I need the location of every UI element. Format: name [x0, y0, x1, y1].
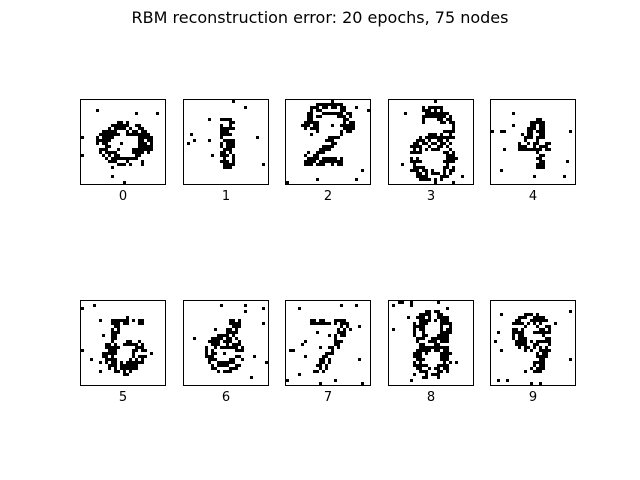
reconstruction-image-0 — [81, 109, 159, 184]
reconstruction-image-3 — [401, 100, 464, 184]
reconstruction-image-9 — [494, 310, 572, 385]
panel-label-8: 8 — [426, 390, 436, 405]
reconstruction-image-4 — [491, 112, 572, 178]
panel-label-0: 0 — [118, 189, 128, 204]
digit-panel-1 — [183, 99, 269, 185]
panel-label-2: 2 — [323, 189, 333, 204]
reconstruction-image-5 — [81, 304, 153, 376]
reconstruction-image-7 — [286, 304, 364, 385]
digit-panel-6 — [183, 300, 269, 386]
digit-panel-9 — [490, 300, 576, 386]
digit-panel-0 — [80, 99, 166, 185]
panel-label-6: 6 — [221, 390, 231, 405]
reconstruction-image-1 — [187, 100, 265, 169]
digit-panel-8 — [388, 300, 474, 386]
figure-title: RBM reconstruction error: 20 epochs, 75 … — [131, 8, 509, 27]
reconstruction-image-8 — [392, 301, 458, 382]
panel-label-3: 3 — [426, 189, 436, 204]
panel-label-7: 7 — [323, 390, 333, 405]
digit-panel-7 — [285, 300, 371, 386]
reconstruction-image-6 — [193, 304, 268, 379]
digit-panel-2 — [285, 99, 371, 185]
panel-label-4: 4 — [528, 189, 538, 204]
reconstruction-image-2 — [286, 100, 370, 184]
panel-label-1: 1 — [221, 189, 231, 204]
digit-panel-4 — [490, 99, 576, 185]
panel-label-5: 5 — [118, 390, 128, 405]
panel-label-9: 9 — [528, 390, 538, 405]
digit-panel-5 — [80, 300, 166, 386]
digit-panel-3 — [388, 99, 474, 185]
